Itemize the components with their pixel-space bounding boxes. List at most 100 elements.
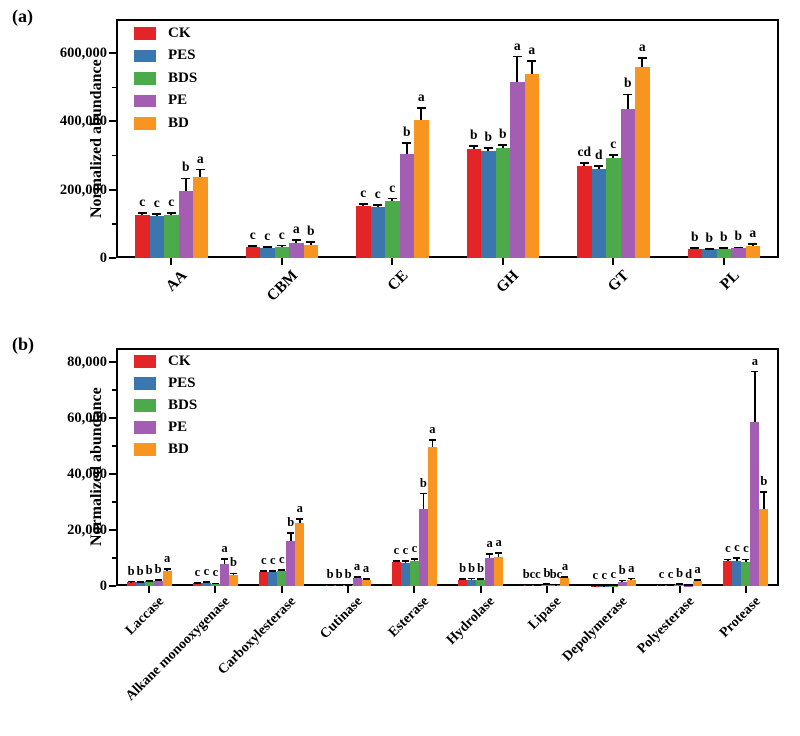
bar-ck-laccase xyxy=(126,582,136,586)
error-cap-pes-alkane-monooxygenase xyxy=(202,581,210,584)
legend-swatch-pe xyxy=(134,421,156,434)
sig-letter-ck-gh: b xyxy=(469,126,478,142)
sig-letter-pes-cbm: c xyxy=(264,227,271,243)
bar-pe-depolymerase xyxy=(617,581,627,586)
legend-swatch-bd xyxy=(134,443,156,456)
bar-pes-laccase xyxy=(135,582,145,586)
error-cap-ck-cbm xyxy=(248,245,258,248)
y-major-tick xyxy=(109,257,116,259)
y-minor-tick xyxy=(112,557,116,559)
error-cap-bds-esterase xyxy=(410,558,418,560)
error-bar-pe-alkane-monooxygenase xyxy=(223,558,226,565)
bar-bds-gt xyxy=(606,158,621,258)
bar-pes-esterase xyxy=(400,562,410,586)
x-tick xyxy=(678,586,681,593)
error-bar-pes-aa xyxy=(155,213,158,216)
sig-letter-pes-lipase: c xyxy=(535,567,541,582)
x-tick-label-gt: GT xyxy=(604,267,633,295)
error-bar-bd-cbm xyxy=(309,242,312,245)
sig-letter-pe-gt: b xyxy=(623,75,632,91)
sig-letter-pes-aa: c xyxy=(153,194,160,210)
error-cap-bd-gh xyxy=(527,60,537,63)
error-bar-bd-hydrolase xyxy=(497,552,500,557)
bar-bds-hydrolase xyxy=(476,580,486,586)
sig-letter-bds-cutinase: b xyxy=(344,567,352,582)
y-major-tick xyxy=(109,361,116,363)
error-cap-bd-polyesterase xyxy=(694,578,702,581)
y-minor-tick xyxy=(112,501,116,503)
sig-letter-pe-cutinase: a xyxy=(353,558,361,573)
error-cap-ck-protease xyxy=(724,558,732,561)
error-cap-pe-gt xyxy=(623,93,633,96)
x-tick xyxy=(280,586,283,593)
error-cap-bd-esterase xyxy=(428,439,436,442)
sig-letter-bds-protease: c xyxy=(743,541,749,556)
sig-letter-ck-esterase: c xyxy=(393,542,400,557)
sig-letter-pes-gt: d xyxy=(594,147,603,163)
bar-bds-ce xyxy=(385,201,400,258)
x-tick-label-lipase: Lipase xyxy=(525,594,565,633)
error-cap-bd-depolymerase xyxy=(627,577,635,580)
error-bar-ck-ce xyxy=(362,203,365,207)
bar-bds-polyesterase xyxy=(675,584,685,586)
error-cap-pe-hydrolase xyxy=(486,553,494,555)
y-minor-tick xyxy=(112,154,116,157)
error-bar-bds-protease xyxy=(745,559,747,562)
bar-ck-pl xyxy=(687,248,702,258)
sig-letter-bd-polyesterase: a xyxy=(694,561,701,576)
y-minor-tick xyxy=(112,445,116,447)
sig-letter-bd-carboxylesterase: a xyxy=(296,501,303,516)
bar-bd-gt xyxy=(635,66,650,258)
error-cap-pes-cutinase xyxy=(335,584,343,587)
sig-letter-bd-protease: b xyxy=(760,473,768,488)
error-cap-ck-laccase xyxy=(127,580,135,583)
y-major-tick xyxy=(109,120,116,123)
bar-pe-laccase xyxy=(153,580,163,586)
error-cap-bds-polyesterase xyxy=(676,583,684,585)
error-cap-bds-gh xyxy=(498,143,508,146)
x-tick-label-protease: Protease xyxy=(716,594,764,641)
bar-bd-alkane-monooxygenase xyxy=(228,575,238,586)
legend-swatch-ck xyxy=(134,355,156,368)
error-cap-ck-aa xyxy=(137,212,147,215)
error-bar-bd-protease xyxy=(763,491,765,510)
bar-ck-hydrolase xyxy=(458,579,468,586)
error-cap-pe-cutinase xyxy=(353,576,361,578)
legend-label-pe: PE xyxy=(168,418,188,435)
y-tick-label: 20,000 xyxy=(67,522,107,538)
sig-letter-pes-hydrolase: b xyxy=(468,560,476,575)
x-tick xyxy=(501,258,504,265)
bar-bd-pl xyxy=(745,245,760,258)
y-tick-label: 60,000 xyxy=(67,410,107,426)
sig-letter-pe-laccase: b xyxy=(154,562,162,577)
error-bar-pe-carboxylesterase xyxy=(289,533,292,541)
error-cap-bd-gt xyxy=(637,57,647,59)
x-tick-label-ce: CE xyxy=(384,267,412,295)
error-cap-bd-pl xyxy=(748,243,758,246)
bar-pes-gh xyxy=(481,150,496,258)
error-cap-ck-carboxylesterase xyxy=(260,570,268,573)
bar-bd-lipase xyxy=(560,577,570,586)
sig-letter-pe-aa: b xyxy=(181,159,190,175)
error-bar-bds-aa xyxy=(170,213,173,216)
x-tick xyxy=(148,586,151,593)
error-cap-bds-depolymerase xyxy=(609,584,617,587)
sig-letter-bds-depolymerase: c xyxy=(610,567,617,582)
error-cap-bds-cbm xyxy=(277,244,287,247)
bar-pes-aa xyxy=(149,215,164,258)
error-cap-pes-hydrolase xyxy=(468,577,476,580)
error-bar-bd-aa xyxy=(199,169,202,178)
bar-pe-pl xyxy=(731,248,746,258)
y-minor-tick xyxy=(112,86,116,89)
error-cap-pes-polyesterase xyxy=(667,584,675,586)
error-cap-pe-alkane-monooxygenase xyxy=(220,557,228,560)
error-cap-bds-lipase xyxy=(543,583,551,586)
sig-letter-pe-alkane-monooxygenase: a xyxy=(221,540,228,555)
sig-letter-pe-protease: a xyxy=(751,353,758,368)
bar-ck-alkane-monooxygenase xyxy=(192,583,202,586)
bar-ck-aa xyxy=(135,215,150,258)
bar-bd-ce xyxy=(414,120,429,258)
error-cap-pes-esterase xyxy=(401,560,409,563)
bar-pes-protease xyxy=(732,560,742,586)
sig-letter-ck-cbm: c xyxy=(249,227,256,243)
